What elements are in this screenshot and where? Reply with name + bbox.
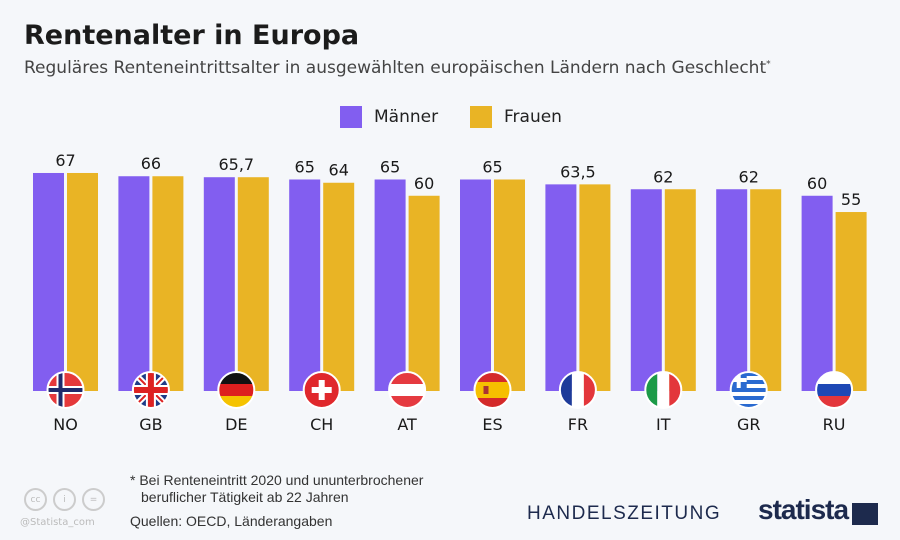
data-label: 60 [807, 174, 827, 193]
legend-label: Frauen [504, 107, 562, 127]
category-label: NO [53, 415, 78, 434]
bar-group-GR [716, 189, 782, 391]
bar-frauen-CH [323, 182, 355, 391]
bar-group-CH [289, 179, 355, 391]
bar-group-DE [203, 177, 269, 391]
bar-maenner-RU [801, 195, 833, 391]
legend-maenner: Männer [340, 106, 438, 128]
bar-group-RU [801, 195, 867, 391]
category-label: AT [397, 415, 417, 434]
bar-frauen-AT [408, 195, 440, 391]
flag-it-icon [644, 371, 683, 409]
subtitle-text: Reguläres Renteneintrittsalter in ausgew… [24, 58, 767, 78]
data-label: 65 [380, 157, 400, 176]
bar-group-NO [33, 172, 98, 391]
chart-title: Rentenalter in Europa [24, 20, 360, 51]
data-label: 63,5 [560, 162, 596, 181]
license-icons: cc i = [24, 488, 105, 511]
bar-frauen-NO [67, 172, 98, 391]
category-label: DE [225, 415, 247, 434]
legend-swatch [340, 106, 362, 128]
category-label: FR [568, 415, 588, 434]
data-label: 67 [55, 151, 75, 170]
source: Quellen: OECD, Länderangaben [130, 513, 333, 529]
flag-at-icon [388, 371, 427, 409]
statista-logo: statista [758, 494, 849, 525]
cc-icon: cc [24, 488, 47, 511]
bar-maenner-ES [460, 179, 491, 391]
data-label: 66 [141, 154, 161, 173]
data-label: 62 [653, 167, 673, 186]
flag-ch-icon [302, 371, 341, 409]
data-label: 60 [414, 174, 434, 193]
attribution-icon: i [53, 488, 76, 511]
data-label: 65,7 [218, 155, 254, 174]
bar-frauen-ES [494, 179, 525, 391]
bar-maenner-CH [289, 179, 321, 391]
bar-maenner-AT [374, 179, 406, 391]
flag-es-icon [473, 371, 512, 409]
bar-maenner-FR [545, 184, 577, 391]
bar-frauen-GB [152, 176, 184, 391]
bar-maenner-IT [630, 189, 662, 391]
category-label: IT [656, 415, 671, 434]
bar-group-IT [630, 189, 696, 391]
category-label: GR [737, 415, 761, 434]
data-label: 65 [295, 157, 315, 176]
bar-frauen-IT [664, 189, 696, 391]
flag-gr-icon [729, 371, 768, 409]
legend-label: Männer [374, 107, 439, 127]
flag-ru-icon [815, 371, 854, 409]
legend-swatch [470, 106, 492, 128]
data-label: 62 [739, 167, 759, 186]
statista-handle: @Statista_com [20, 517, 95, 528]
data-label: 65 [482, 157, 502, 176]
category-label: CH [310, 415, 333, 434]
data-label: 55 [841, 190, 861, 209]
bar-maenner-NO [33, 172, 64, 391]
flag-de-icon [217, 371, 256, 409]
flag-fr-icon [558, 371, 597, 409]
statista-logo-icon [852, 503, 878, 525]
legend-frauen: Frauen [470, 106, 562, 128]
bar-frauen-DE [237, 177, 269, 391]
flag-no-icon [46, 371, 85, 409]
bar-maenner-DE [203, 177, 235, 391]
subtitle-footnote-mark: * [766, 59, 771, 70]
flag-gb-icon [131, 371, 170, 409]
bar-maenner-GB [118, 176, 150, 391]
bar-group-GB [118, 176, 184, 391]
bar-group-FR [545, 184, 611, 391]
bar-group-ES [460, 179, 525, 391]
footnote-line-1: * Bei Renteneintritt 2020 und ununterbro… [130, 472, 424, 488]
bar-group-AT [374, 179, 440, 391]
bar-frauen-GR [750, 189, 782, 391]
handelszeitung-logo: HANDELSZEITUNG [527, 503, 722, 524]
noderivs-icon: = [82, 488, 105, 511]
bar-frauen-FR [579, 184, 611, 391]
bar-maenner-GR [716, 189, 748, 391]
category-label: GB [139, 415, 162, 434]
category-label: ES [482, 415, 502, 434]
chart-subtitle: Reguläres Renteneintrittsalter in ausgew… [24, 58, 771, 78]
data-label: 64 [329, 161, 349, 180]
category-label: RU [823, 415, 846, 434]
footnote-line-2: beruflicher Tätigkeit ab 22 Jahren [141, 489, 349, 505]
bar-frauen-RU [835, 212, 867, 391]
